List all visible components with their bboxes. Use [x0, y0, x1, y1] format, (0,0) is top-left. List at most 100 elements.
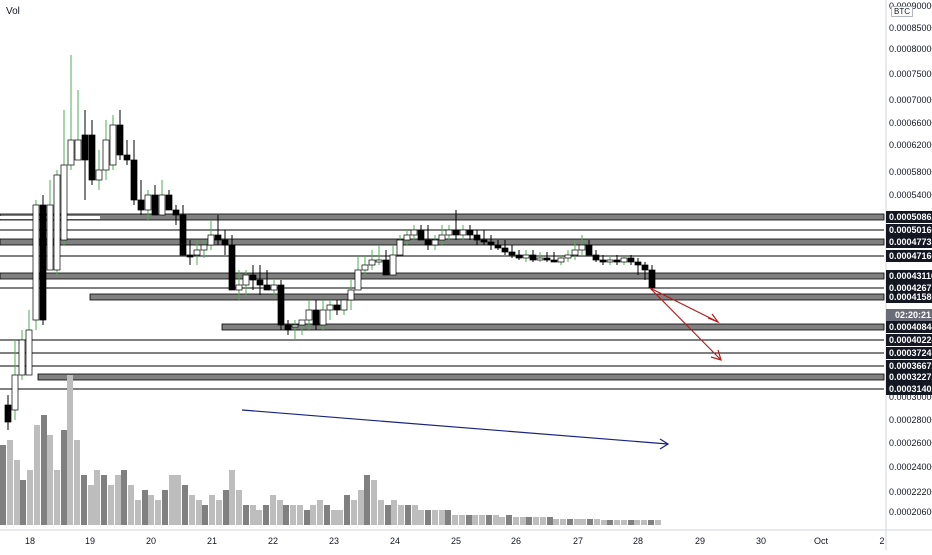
- candle-body: [67, 139, 75, 166]
- candle-body: [403, 234, 411, 241]
- candle-body: [102, 139, 110, 171]
- time-axis[interactable]: 18 19 20 21 22 23 24 25 26 27 28 29 30 Oct 2: [0, 529, 932, 546]
- volume-bar: [499, 517, 505, 525]
- level-price-label: 0.00043116: [889, 271, 932, 281]
- candle-body: [508, 251, 516, 256]
- volume-bar: [655, 520, 661, 525]
- volume-bar: [533, 517, 539, 525]
- volume-bar: [189, 495, 195, 525]
- projection-arrowhead: [707, 313, 720, 324]
- candle-body: [606, 259, 614, 263]
- candle-body: [11, 374, 19, 411]
- time-tick-label: 30: [756, 536, 766, 546]
- level-price-label: 0.00050166: [889, 225, 932, 235]
- volume-bar: [587, 519, 593, 525]
- countdown-label: 02:20:21: [895, 310, 931, 320]
- candle-body: [480, 239, 488, 243]
- price-tick-label: 0.00024000: [889, 462, 932, 472]
- volume-bar: [378, 500, 384, 525]
- volume-bar: [175, 475, 181, 525]
- candle-body: [613, 259, 621, 263]
- price-tick-label: 0.00062000: [889, 140, 932, 150]
- volume-bar: [385, 505, 391, 525]
- time-tick-label: 23: [329, 536, 339, 546]
- candle-body: [648, 269, 656, 289]
- candle-body: [207, 234, 215, 246]
- volume-bar: [553, 519, 559, 525]
- candle-body: [284, 324, 292, 331]
- candle-body: [214, 234, 222, 241]
- candle-body: [109, 124, 117, 166]
- volume-bar: [310, 505, 316, 525]
- volume-bar: [14, 460, 20, 525]
- level-price-label: 0.00032272: [889, 372, 932, 382]
- candle-body: [200, 244, 208, 251]
- candle-body: [179, 214, 187, 256]
- volume-bar: [331, 510, 337, 525]
- price-tick-label: 0.00075000: [889, 69, 932, 79]
- time-tick-label: 18: [25, 536, 35, 546]
- volume-bar: [364, 475, 370, 525]
- volume-bar: [216, 500, 222, 525]
- volume-bar: [148, 495, 154, 525]
- level-price-label: 0.00047166: [889, 251, 932, 261]
- volume-bar: [391, 500, 397, 525]
- volume-bar: [270, 495, 276, 525]
- volume-bar: [34, 425, 40, 525]
- drawings-group: [241, 287, 722, 450]
- volume-bar: [108, 485, 114, 525]
- price-tick-label: 0.00022200: [889, 487, 932, 497]
- candle-body: [46, 204, 54, 271]
- candle-body: [424, 239, 432, 246]
- volume-bar: [128, 485, 134, 525]
- level-box: [0, 213, 885, 221]
- candle-body: [249, 274, 257, 281]
- time-tick-label: 20: [146, 536, 156, 546]
- price-axis[interactable]: 0.00020600 0.00022200 0.00024000 0.00026000…: [885, 0, 932, 550]
- volume-bar: [229, 470, 235, 525]
- candle-body: [578, 244, 586, 251]
- volume-bar: [452, 515, 458, 525]
- candle-body: [312, 309, 320, 326]
- candle-body: [172, 209, 180, 216]
- volume-bar: [513, 517, 519, 525]
- candle-body: [81, 134, 89, 161]
- volume-bars-group: [0, 375, 661, 525]
- level-price-badge: [886, 250, 932, 262]
- volume-bar: [223, 490, 229, 525]
- volume-bar: [196, 500, 202, 525]
- volume-bar: [236, 490, 242, 525]
- level-price-label: 0.00031402: [889, 384, 932, 394]
- candle-body: [620, 257, 628, 263]
- price-tick-label: 0.00028000: [889, 415, 932, 425]
- projection-arrowhead: [710, 349, 722, 361]
- candle-body: [375, 259, 383, 263]
- volume-bar: [594, 519, 600, 525]
- level-box: [37, 373, 885, 381]
- volume-bar: [439, 510, 445, 525]
- candle-body: [536, 257, 544, 261]
- level-price-badge: [886, 383, 932, 395]
- candle-body: [326, 304, 334, 311]
- candle-body: [550, 259, 558, 263]
- volume-bar: [459, 515, 465, 525]
- volume-bar: [344, 495, 350, 525]
- volume-bar: [628, 520, 634, 525]
- candle-body: [298, 319, 306, 326]
- trend-line: [241, 409, 669, 445]
- level-price-label: 0.00037247: [889, 348, 932, 358]
- volume-bar: [169, 475, 175, 525]
- volume-bar: [121, 470, 127, 525]
- volume-label: Vol: [6, 6, 20, 17]
- volume-bar: [472, 515, 478, 525]
- volume-bar: [283, 505, 289, 525]
- candle-body: [60, 164, 68, 241]
- candle-body: [634, 261, 642, 266]
- candle-body: [256, 279, 264, 286]
- volume-bar: [20, 480, 26, 525]
- trend-arrowhead: [659, 438, 670, 450]
- volume-bar: [67, 375, 73, 525]
- price-tick-label: 0.00066000: [889, 118, 932, 128]
